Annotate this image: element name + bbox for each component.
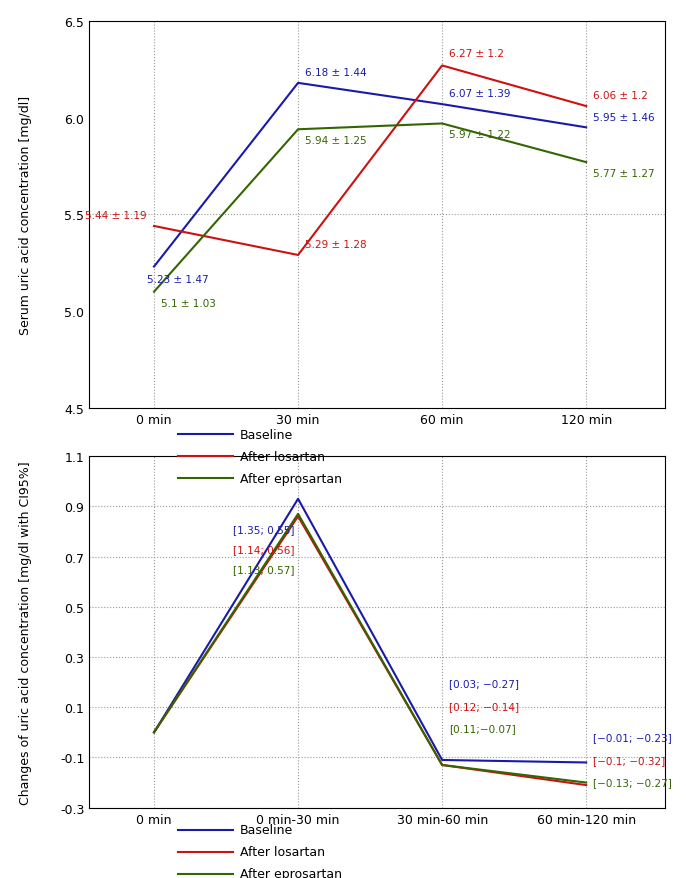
Text: 5.94 ± 1.25: 5.94 ± 1.25 [305, 136, 367, 146]
Text: Baseline: Baseline [240, 428, 294, 441]
Text: 5.77 ± 1.27: 5.77 ± 1.27 [593, 169, 655, 179]
Text: [0.12; −0.14]: [0.12; −0.14] [449, 702, 519, 711]
Y-axis label: Serum uric acid concentration [mg/dl]: Serum uric acid concentration [mg/dl] [19, 96, 32, 335]
Text: Baseline: Baseline [240, 824, 294, 836]
Text: 5.97 ± 1.22: 5.97 ± 1.22 [449, 130, 511, 140]
Text: [−0.01; −0.23]: [−0.01; −0.23] [593, 732, 672, 743]
Text: After eprosartan: After eprosartan [240, 472, 342, 485]
Text: [1.35; 0.55]: [1.35; 0.55] [233, 524, 295, 535]
Text: [1.13; 0.57]: [1.13; 0.57] [233, 565, 295, 574]
Text: [1.14; 0.56]: [1.14; 0.56] [233, 544, 295, 554]
Text: [0.03; −0.27]: [0.03; −0.27] [449, 679, 519, 688]
Text: After losartan: After losartan [240, 450, 325, 463]
Text: After eprosartan: After eprosartan [240, 867, 342, 878]
Text: 5.95 ± 1.46: 5.95 ± 1.46 [593, 112, 655, 122]
Text: [−0.13; −0.27]: [−0.13; −0.27] [593, 778, 672, 788]
Text: 6.06 ± 1.2: 6.06 ± 1.2 [593, 91, 648, 101]
Y-axis label: Changes of uric acid concentration [mg/dl with CI95%]: Changes of uric acid concentration [mg/d… [19, 461, 32, 803]
Text: 6.18 ± 1.44: 6.18 ± 1.44 [305, 68, 367, 78]
Text: [0.11;−0.07]: [0.11;−0.07] [449, 723, 516, 734]
Text: [−0.1; −0.32]: [−0.1; −0.32] [593, 755, 665, 765]
Text: 5.23 ± 1.47: 5.23 ± 1.47 [147, 275, 209, 285]
Text: 5.1 ± 1.03: 5.1 ± 1.03 [161, 299, 216, 308]
Text: 5.44 ± 1.19: 5.44 ± 1.19 [85, 211, 147, 221]
Text: 5.29 ± 1.28: 5.29 ± 1.28 [305, 240, 367, 250]
Text: 6.27 ± 1.2: 6.27 ± 1.2 [449, 48, 504, 59]
Text: After losartan: After losartan [240, 846, 325, 858]
Text: 6.07 ± 1.39: 6.07 ± 1.39 [449, 90, 511, 99]
